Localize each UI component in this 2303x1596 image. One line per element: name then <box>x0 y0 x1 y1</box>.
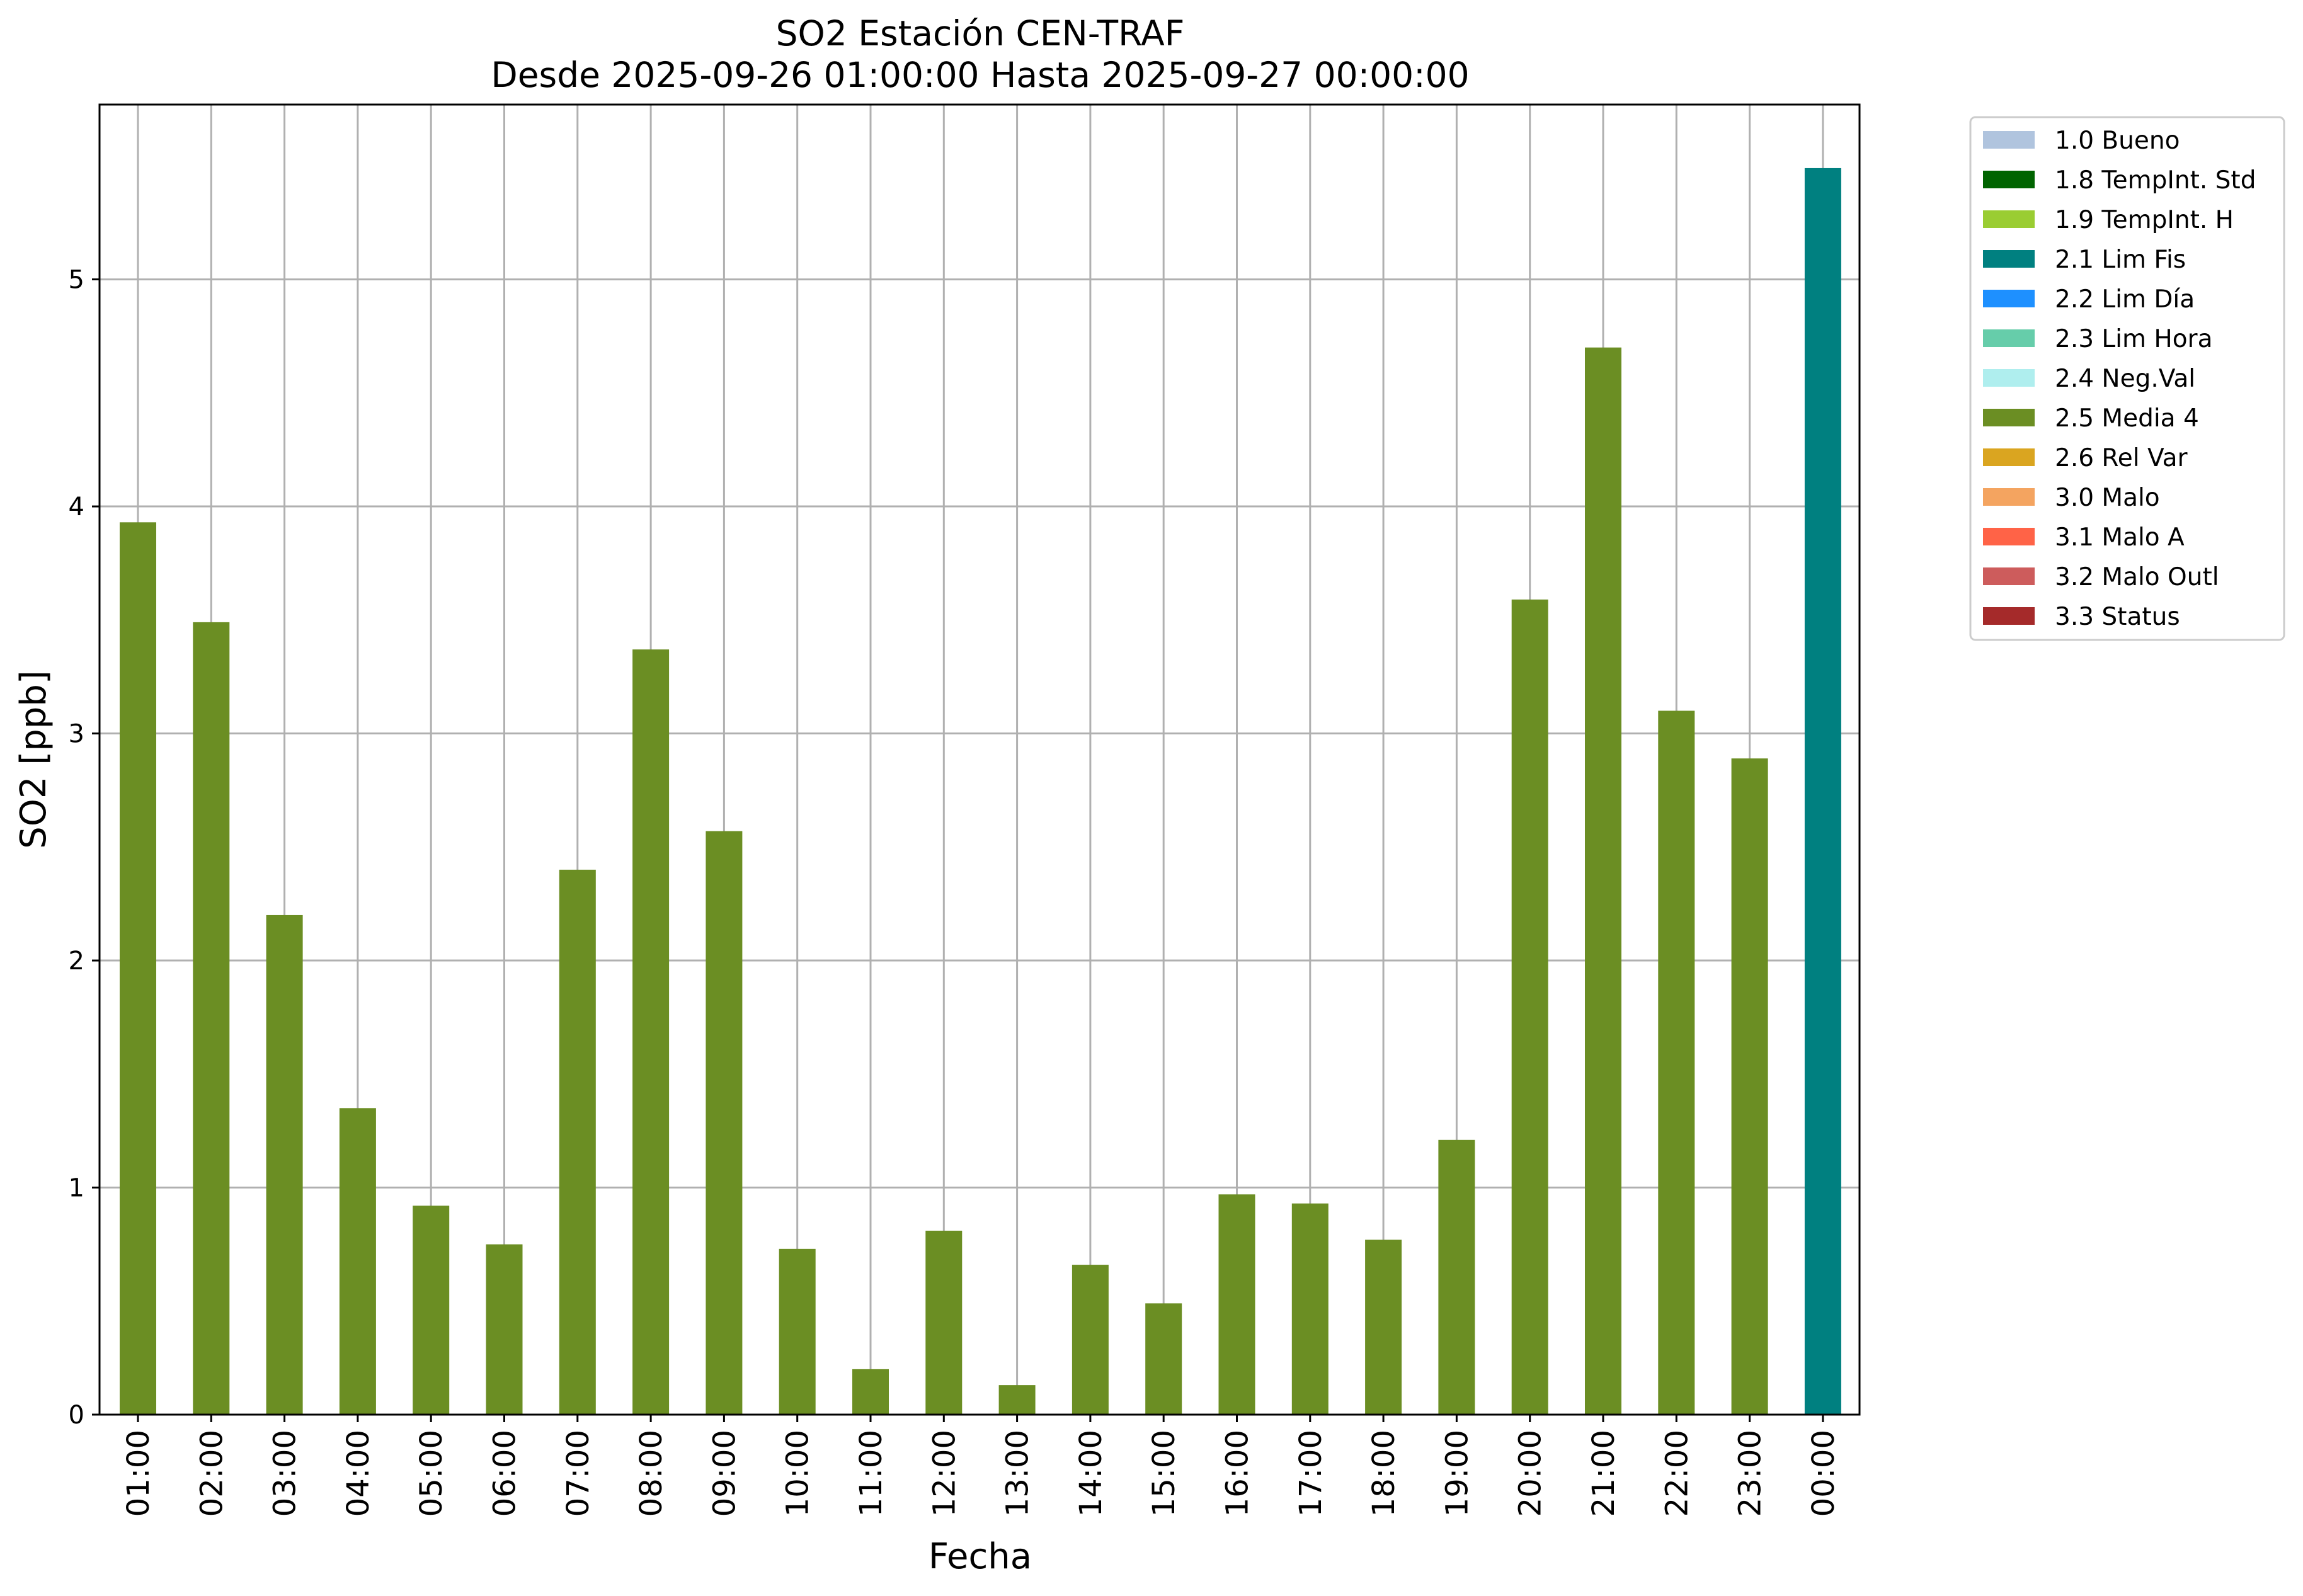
y-tick-label: 4 <box>69 493 84 522</box>
x-axis-label: Fecha <box>929 1536 1032 1577</box>
x-tick-label: 20:00 <box>1513 1430 1548 1517</box>
x-tick-label: 10:00 <box>780 1430 816 1517</box>
x-tick-label: 03:00 <box>268 1430 303 1517</box>
legend: 1.0 Bueno 1.8 TempInt. Std 1.9 TempInt. H 2… <box>1969 116 2285 641</box>
x-tick-label: 07:00 <box>561 1430 596 1517</box>
bar <box>632 649 670 1415</box>
bar <box>1365 1240 1402 1415</box>
legend-entry-label: 3.2 Malo Outl <box>2055 563 2219 591</box>
legend-entry-label: 2.2 Lim Día <box>2055 285 2195 314</box>
x-tick-label: 02:00 <box>194 1430 229 1517</box>
x-tick-label: 06:00 <box>488 1430 523 1517</box>
bar <box>120 522 156 1415</box>
legend-swatch <box>1983 131 2035 149</box>
bar <box>1658 710 1695 1415</box>
x-tick-label: 15:00 <box>1146 1430 1182 1517</box>
legend-entry-label: 2.3 Lim Hora <box>2055 325 2213 353</box>
legend-entry-label: 2.4 Neg.Val <box>2055 365 2195 393</box>
bar <box>193 622 230 1415</box>
legend-entry-label: 2.5 Media 4 <box>2055 404 2199 433</box>
x-tick-label: 21:00 <box>1586 1430 1621 1517</box>
legend-entry-label: 2.6 Rel Var <box>2055 444 2188 472</box>
x-tick-label: 08:00 <box>634 1430 669 1517</box>
bar <box>1145 1303 1182 1415</box>
y-tick-label: 1 <box>69 1174 84 1203</box>
x-tick-label: 19:00 <box>1439 1430 1475 1517</box>
bar <box>1291 1203 1329 1415</box>
bars <box>120 168 1841 1415</box>
bar <box>925 1231 963 1415</box>
bar <box>779 1248 816 1415</box>
bar <box>1218 1194 1255 1415</box>
x-tick-label: 00:00 <box>1806 1430 1841 1517</box>
y-tick-label: 5 <box>69 266 84 295</box>
x-tick-label: 17:00 <box>1293 1430 1329 1517</box>
legend-swatch <box>1983 210 2035 228</box>
bar <box>559 869 596 1415</box>
bar <box>413 1206 450 1415</box>
y-tick-label: 2 <box>69 947 84 976</box>
bar <box>1438 1139 1475 1415</box>
legend-entry-label: 1.9 TempInt. H <box>2055 206 2234 234</box>
x-tick-label: 11:00 <box>854 1430 889 1517</box>
legend-swatch <box>1983 488 2035 506</box>
legend-swatch <box>1983 250 2035 268</box>
legend-swatch <box>1983 567 2035 585</box>
x-tick-label: 12:00 <box>927 1430 962 1517</box>
bar <box>1731 758 1768 1415</box>
bar <box>1511 599 1548 1415</box>
bar <box>852 1369 889 1415</box>
bar <box>266 915 303 1415</box>
bar <box>998 1385 1036 1415</box>
x-tick-label: 05:00 <box>414 1430 449 1517</box>
legend-swatch <box>1983 369 2035 387</box>
legend-entry-label: 1.8 TempInt. Std <box>2055 166 2256 195</box>
plot-area-frame <box>98 103 1861 1416</box>
legend-swatch <box>1983 290 2035 307</box>
chart-subtitle: Desde 2025-09-26 01:00:00 Hasta 2025-09-… <box>491 55 1469 95</box>
axis-ticks: 0 1 2 3 4 5 01:00 02:00 03:00 04:00 05:00 06:00 07:0… <box>69 266 1841 1517</box>
y-axis-label: SO2 [ppb] <box>13 670 54 848</box>
x-tick-label: 14:00 <box>1073 1430 1109 1517</box>
legend-swatch <box>1983 329 2035 347</box>
bar <box>1071 1265 1109 1415</box>
x-tick-label: 23:00 <box>1733 1430 1768 1517</box>
legend-swatch <box>1983 171 2035 188</box>
legend-entry-label: 1.0 Bueno <box>2055 127 2180 155</box>
x-tick-label: 09:00 <box>707 1430 742 1517</box>
bar <box>706 831 743 1415</box>
legend-swatch <box>1983 409 2035 426</box>
bar <box>339 1108 376 1415</box>
bar <box>1804 168 1841 1415</box>
y-tick-label: 3 <box>69 720 84 749</box>
legend-entry-label: 3.1 Malo A <box>2055 523 2185 552</box>
chart-title: SO2 Estación CEN-TRAF <box>776 13 1185 54</box>
bar <box>486 1244 523 1415</box>
legend-entry-label: 2.1 Lim Fis <box>2055 246 2186 274</box>
x-tick-label: 04:00 <box>341 1430 376 1517</box>
x-tick-label: 01:00 <box>121 1430 156 1517</box>
bar <box>1585 347 1621 1415</box>
x-tick-label: 18:00 <box>1366 1430 1402 1517</box>
legend-swatch <box>1983 607 2035 625</box>
x-tick-label: 16:00 <box>1220 1430 1255 1517</box>
legend-frame <box>1969 116 2285 641</box>
y-tick-label: 0 <box>69 1401 84 1430</box>
x-tick-label: 22:00 <box>1659 1430 1694 1517</box>
x-tick-label: 13:00 <box>1000 1430 1036 1517</box>
legend-swatch <box>1983 448 2035 466</box>
legend-entry-label: 3.0 Malo <box>2055 484 2160 512</box>
legend-swatch <box>1983 528 2035 545</box>
legend-entry-label: 3.3 Status <box>2055 603 2180 631</box>
